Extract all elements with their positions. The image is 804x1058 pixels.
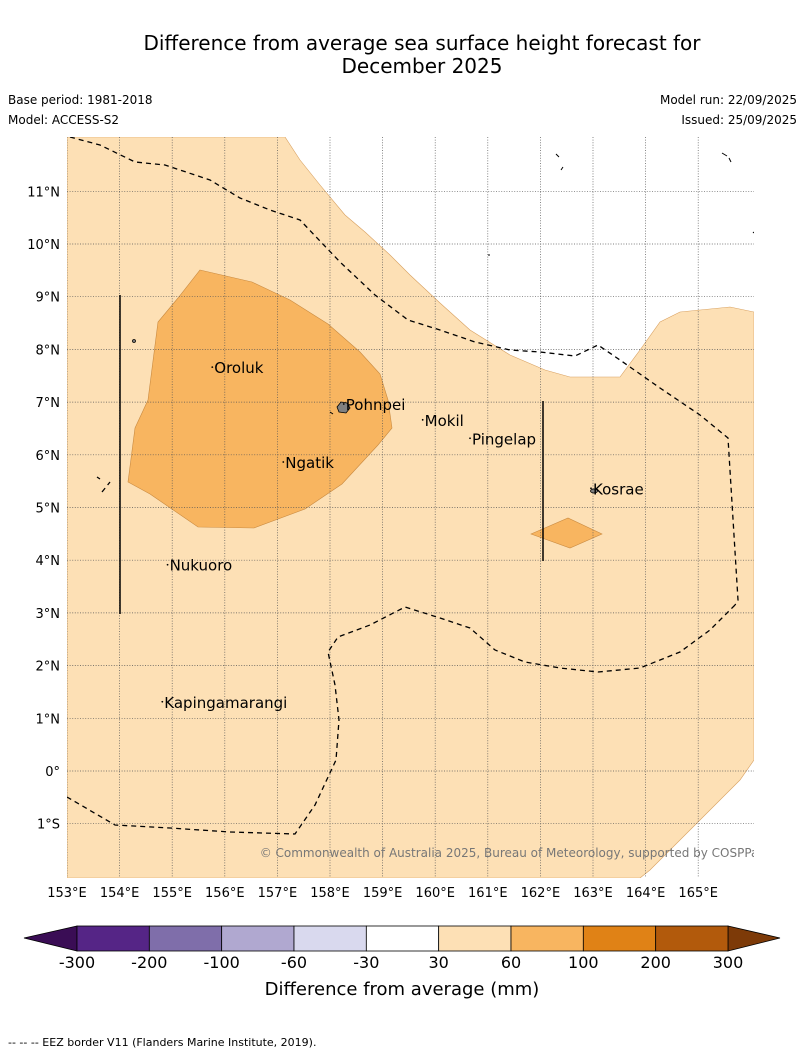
place-label-nukuoro: Nukuoro <box>170 557 233 575</box>
island-pohnpei <box>336 401 351 414</box>
colorbar-segment <box>655 925 729 952</box>
place-marker <box>342 403 345 405</box>
map-panel: Oroluk Pohnpei Mokil Pingelap Ngatik Kosrae Nu… <box>67 137 765 878</box>
copyright-credit: © Commonwealth of Australia 2025, Bureau… <box>260 846 765 860</box>
place-marker <box>282 461 285 463</box>
place-label-mokil: Mokil <box>425 412 464 430</box>
colorbar-high-extension <box>727 925 781 952</box>
colorbar: -300 -200 -100 -60 -30 30 60 100 200 300 Differen… <box>23 925 781 1000</box>
place-label-oroluk: Oroluk <box>214 359 263 377</box>
model-name: Model: ACCESS-S2 <box>8 113 120 127</box>
place-marker <box>211 366 214 369</box>
base-period: Base period: 1981-2018 <box>8 93 153 107</box>
colorbar-segment <box>221 925 295 952</box>
colorbar-segment <box>510 925 584 952</box>
colorbar-tick-label: -300 <box>59 953 95 972</box>
graticule <box>67 137 754 878</box>
latitude-tick-label: 4°N <box>36 554 61 569</box>
place-labels: Oroluk Pohnpei Mokil Pingelap Ngatik Kosrae Nu… <box>161 359 644 712</box>
longitude-tick-label: 159°E <box>363 886 403 901</box>
latitude-tick-label: 8°N <box>36 343 61 358</box>
place-label-pingelap: Pingelap <box>472 430 536 448</box>
place-marker <box>166 563 169 566</box>
longitude-tick-label: 161°E <box>468 886 508 901</box>
longitude-tick-label: 156°E <box>205 886 245 901</box>
latitude-tick-label: 0° <box>45 765 60 780</box>
model-run-date: Model run: 22/09/2025 <box>659 93 797 107</box>
latitude-tick-label: 1°S <box>37 818 60 833</box>
latitude-tick-labels: 11°N 10°N 9°N 8°N 7°N 6°N 5°N 4°N 3°N 2°N 1°N 0° 1°S <box>27 185 60 832</box>
place-marker <box>421 418 424 421</box>
colorbar-tick-label: 300 <box>713 953 744 972</box>
anomaly-region-60-100-kosrae <box>530 517 603 549</box>
latitude-tick-label: 1°N <box>36 712 61 727</box>
colorbar-tick-label: 60 <box>501 953 521 972</box>
longitude-tick-labels: 153°E 154°E 155°E 156°E 157°E 158°E 159°E 160°E… <box>47 886 718 901</box>
eez-borders <box>67 137 739 835</box>
eez-border-north <box>69 137 739 606</box>
colorbar-tick-label: -100 <box>204 953 240 972</box>
latitude-tick-label: 11°N <box>27 185 60 200</box>
colorbar-segment <box>148 925 223 952</box>
island-kosrae <box>590 488 598 494</box>
colorbar-tick-label: 30 <box>428 953 448 972</box>
colorbar-segment <box>76 925 150 952</box>
longitude-tick-label: 164°E <box>626 886 666 901</box>
place-label-kosrae: Kosrae <box>593 480 644 498</box>
longitude-tick-label: 154°E <box>100 886 140 901</box>
latitude-tick-label: 9°N <box>36 291 61 306</box>
chart-title: Difference from average sea surface heig… <box>0 32 804 78</box>
eez-legend-footer: -- -- -- EEZ border V11 (Flanders Marine… <box>8 1036 317 1049</box>
longitude-tick-label: 160°E <box>415 886 455 901</box>
issued-date: Issued: 25/09/2025 <box>681 113 797 127</box>
latitude-tick-label: 10°N <box>27 238 60 253</box>
longitude-tick-label: 162°E <box>521 886 561 901</box>
place-label-ngatik: Ngatik <box>285 454 334 472</box>
place-label-pohnpei: Pohnpei <box>346 396 406 414</box>
title-line-1: Difference from average sea surface heig… <box>143 31 701 55</box>
colorbar-tick-label: -30 <box>353 953 379 972</box>
colorbar-label: Difference from average (mm) <box>265 979 540 1000</box>
colorbar-segment <box>438 925 512 952</box>
latitude-tick-label: 2°N <box>36 660 61 675</box>
longitude-tick-label: 155°E <box>152 886 192 901</box>
title-line-2: December 2025 <box>341 54 503 78</box>
colorbar-tick-label: -200 <box>131 953 167 972</box>
longitude-tick-label: 165°E <box>678 886 718 901</box>
islands <box>132 339 598 494</box>
longitude-tick-label: 157°E <box>258 886 298 901</box>
place-marker <box>469 437 471 440</box>
latitude-tick-label: 6°N <box>36 449 61 464</box>
eez-border-west-fragment <box>96 476 111 493</box>
latitude-tick-label: 7°N <box>36 396 61 411</box>
longitude-tick-label: 153°E <box>47 886 87 901</box>
island-west-islet <box>132 339 136 343</box>
place-label-kapingamarangi: Kapingamarangi <box>164 694 287 712</box>
colorbar-segment <box>365 925 440 952</box>
place-marker <box>161 700 164 703</box>
colorbar-low-extension <box>23 925 78 952</box>
atoll-marks <box>329 152 754 415</box>
place-marker <box>590 487 592 490</box>
colorbar-segment <box>582 925 657 952</box>
anomaly-region-60-100 <box>127 269 393 529</box>
colorbar-tick-label: 100 <box>568 953 599 972</box>
latitude-tick-label: 3°N <box>36 607 61 622</box>
longitude-tick-label: 158°E <box>310 886 350 901</box>
longitude-tick-label: 163°E <box>573 886 613 901</box>
latitude-tick-label: 5°N <box>36 502 61 517</box>
colorbar-tick-label: 200 <box>640 953 671 972</box>
colorbar-tick-label: -60 <box>281 953 307 972</box>
colorbar-segment <box>293 925 367 952</box>
